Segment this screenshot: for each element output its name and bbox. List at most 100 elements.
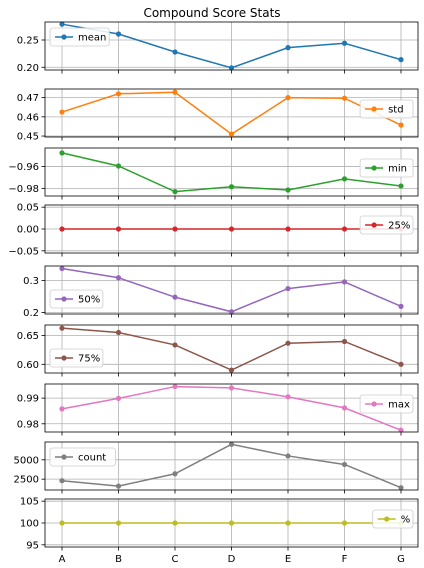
axes-frame	[44, 324, 419, 374]
data-point	[115, 520, 122, 526]
legend: std	[359, 99, 414, 119]
data-point	[172, 294, 178, 300]
data-point	[285, 394, 291, 400]
legend-label: max	[388, 400, 410, 411]
legend-swatch-marker	[371, 222, 377, 228]
data-point	[398, 427, 404, 433]
data-point	[115, 329, 122, 336]
data-point	[59, 406, 65, 412]
x-tick-label: G	[397, 554, 405, 565]
legend-box	[49, 447, 116, 467]
legend-swatch-marker	[61, 454, 67, 460]
legend-box	[359, 215, 414, 235]
data-point	[59, 109, 65, 115]
data-point	[285, 285, 291, 292]
data-point	[228, 441, 235, 447]
axes-frame	[44, 147, 419, 197]
data-point	[59, 265, 65, 272]
legend: 25%	[359, 215, 414, 235]
legend-label: count	[78, 453, 106, 464]
data-point	[172, 89, 178, 95]
axes-frame	[44, 21, 419, 71]
legend: 75%	[49, 348, 104, 368]
data-point	[341, 176, 348, 182]
data-point	[172, 383, 178, 390]
data-point	[341, 520, 348, 526]
panel-2: 0.45 0.46 0.47 std	[17, 88, 419, 143]
data-point	[285, 520, 291, 526]
legend-label: min	[388, 164, 407, 175]
y-tick-label: 100	[20, 519, 39, 530]
y-tick-label: 0.20	[17, 63, 39, 74]
legend: count	[49, 447, 116, 467]
data-point	[115, 275, 122, 281]
axes-frame	[44, 441, 419, 491]
data-point	[228, 385, 235, 391]
legend-swatch-marker	[371, 106, 377, 112]
data-point	[228, 309, 235, 315]
data-point	[172, 520, 178, 526]
panel-1: 0.20 0.25 mean	[17, 21, 419, 74]
legend-label: 25%	[388, 221, 410, 232]
data-point	[341, 279, 348, 285]
data-point	[172, 342, 178, 348]
y-tick-label: −0.96	[8, 162, 39, 173]
x-tick-label: E	[285, 554, 291, 565]
data-point	[59, 520, 65, 526]
y-tick-label: 95	[26, 540, 39, 551]
legend-box	[359, 99, 414, 119]
data-point	[228, 520, 235, 526]
data-point	[398, 57, 404, 63]
y-tick-label: 0.2	[23, 308, 39, 319]
panel-3: −0.98 −0.96 min	[8, 147, 419, 200]
data-point	[172, 189, 178, 195]
y-tick-label: 0.45	[17, 132, 39, 143]
data-point	[341, 405, 348, 411]
data-point	[59, 21, 65, 27]
y-tick-label: 5000	[14, 455, 39, 466]
y-tick-label: 0.99	[17, 394, 39, 405]
data-point	[341, 95, 348, 101]
data-point	[59, 325, 65, 331]
legend-swatch-marker	[61, 34, 67, 40]
legend-swatch-marker	[371, 401, 377, 407]
axes-frame	[44, 88, 419, 138]
y-tick-label: 0.05	[17, 203, 39, 214]
panel-5: 0.2 0.3 50%	[23, 265, 419, 319]
data-point	[398, 183, 404, 189]
data-point	[59, 226, 65, 232]
chart-title: Compound Score Stats	[143, 6, 280, 20]
y-tick-label: 0.47	[17, 93, 39, 104]
legend-label: std	[388, 105, 403, 116]
data-point	[285, 340, 291, 346]
legend-swatch-marker	[384, 516, 390, 522]
legend-swatch-marker	[61, 355, 67, 361]
x-tick-label: C	[172, 554, 179, 565]
data-point	[228, 226, 235, 232]
data-point	[172, 471, 178, 477]
x-tick-label: F	[342, 554, 348, 565]
y-tick-label: 0.65	[17, 331, 39, 342]
data-point	[341, 338, 348, 345]
y-tick-label: 0.60	[17, 360, 39, 371]
axes-frame	[44, 265, 419, 315]
legend-box	[359, 394, 414, 414]
legend: 50%	[49, 289, 104, 309]
y-tick-label: −0.05	[8, 246, 39, 257]
legend-label: 75%	[78, 354, 100, 365]
panel-9: 95 100 105%	[20, 497, 419, 551]
panel-8: 2500 5000 count	[14, 441, 419, 494]
legend-box	[359, 158, 414, 178]
y-tick-label: 2500	[14, 475, 39, 486]
data-point	[285, 453, 291, 459]
x-tick-label: A	[59, 554, 66, 565]
data-point	[228, 65, 235, 71]
legend: max	[359, 394, 414, 414]
y-tick-label: 0.25	[17, 36, 39, 47]
data-point	[341, 226, 348, 232]
data-point	[228, 367, 235, 373]
data-point	[228, 184, 235, 190]
y-tick-label: 105	[20, 497, 39, 508]
data-point	[285, 95, 291, 101]
panel-7: 0.98 0.99 max	[17, 383, 419, 436]
